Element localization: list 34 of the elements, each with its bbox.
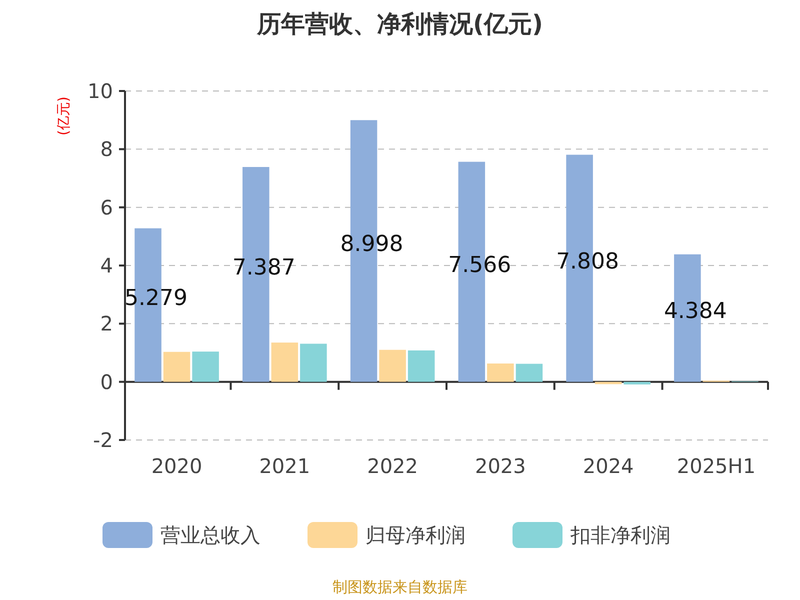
y-tick-label: 2 — [100, 312, 113, 336]
legend-label: 归母净利润 — [366, 523, 466, 547]
data-label: 4.384 — [664, 299, 727, 324]
y-tick-label: 0 — [100, 370, 113, 394]
data-label: 5.279 — [124, 286, 188, 312]
data-label: 8.998 — [340, 232, 404, 257]
y-tick-label: 6 — [100, 195, 113, 220]
legend-label: 扣非净利润 — [570, 523, 670, 547]
bar — [271, 342, 298, 382]
bar — [624, 382, 650, 384]
y-tick-label: 10 — [88, 79, 113, 103]
y-tick-label: -2 — [93, 428, 113, 452]
x-tick-label: 2023 — [474, 454, 526, 478]
data-label: 7.387 — [232, 255, 296, 280]
bar — [192, 352, 219, 382]
data-label: 7.566 — [448, 252, 512, 278]
bar — [300, 344, 327, 382]
bar — [379, 350, 406, 382]
text: 制图数据来自数据库 — [332, 578, 468, 596]
x-tick-label: 2024 — [582, 454, 634, 478]
chart-title: 历年营收、净利情况(亿元) — [256, 10, 543, 38]
x-tick-label: 2021 — [259, 454, 310, 478]
x-tick-label: 2025H1 — [676, 454, 756, 478]
x-tick-label: 2022 — [367, 454, 418, 478]
bar — [516, 364, 543, 382]
y-tick-label: 8 — [100, 137, 113, 162]
y-tick-label: 4 — [100, 254, 113, 278]
legend-label: 营业总收入 — [160, 523, 260, 547]
bar — [408, 350, 435, 382]
bar — [487, 364, 514, 382]
bar — [163, 352, 190, 382]
y-axis-title: (亿元) — [56, 96, 72, 136]
data-label: 7.808 — [556, 249, 620, 274]
x-tick-label: 2020 — [151, 454, 202, 478]
